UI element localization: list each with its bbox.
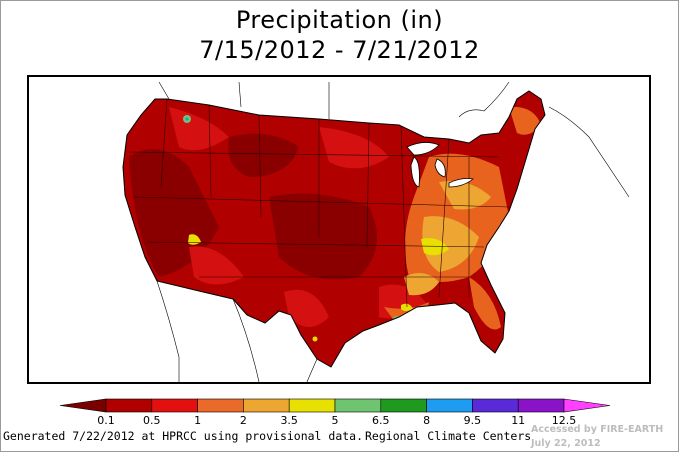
colorbar-tick-label: 0.5: [143, 414, 161, 427]
colorbar-tick-label: 2: [239, 414, 247, 427]
colorbar-bin-10: [517, 398, 565, 413]
canada-outline: [158, 81, 630, 198]
state-boundaries: [128, 98, 510, 308]
colorbar-tick-label: 1: [194, 414, 202, 427]
colorbar-tick-label: 0.1: [97, 414, 115, 427]
colorbar-bin-8: [426, 398, 473, 413]
source-credit: Regional Climate Centers: [365, 429, 532, 443]
colorbar-bin-0: [59, 398, 107, 413]
watermark-date: July 22, 2012: [531, 438, 601, 449]
map-frame: [27, 75, 651, 384]
colorbar-bin-1: [105, 398, 153, 413]
mexico-outline: [156, 280, 318, 382]
colorbar-bin-3: [197, 398, 244, 413]
lake-superior: [406, 142, 440, 156]
colorbar-bin-6: [334, 398, 382, 413]
lake-erie: [448, 178, 474, 188]
lake-michigan: [410, 156, 420, 188]
map-date-range: 7/15/2012 - 7/21/2012: [199, 36, 480, 64]
lake-huron: [434, 158, 446, 178]
generated-note: Generated 7/22/2012 at HPRCC using provi…: [3, 429, 364, 443]
colorbar-bin-11: [563, 398, 611, 413]
colorbar-tick-label: 12.5: [551, 414, 577, 427]
colorbar-tick-label: 11: [511, 414, 526, 427]
colorbar-bin-9: [472, 398, 519, 413]
colorbar-bin-2: [151, 398, 198, 413]
map-title: Precipitation (in): [235, 6, 444, 34]
colorbar-tick-label: 6.5: [372, 414, 390, 427]
colorbar-tick-label: 9.5: [463, 414, 482, 427]
colorbar-bin-4: [243, 398, 290, 413]
colorbar-bin-5: [288, 398, 336, 413]
precipitation-map: [122, 81, 630, 382]
watermark-accessed: Accessed by FIRE-EARTH: [531, 424, 664, 435]
colorbar-tick-label: 5: [331, 414, 339, 427]
colorbar-bin-7: [380, 398, 427, 413]
colorbar-tick-label: 8: [423, 414, 431, 427]
colorbar-tick-label: 3.5: [280, 414, 298, 427]
